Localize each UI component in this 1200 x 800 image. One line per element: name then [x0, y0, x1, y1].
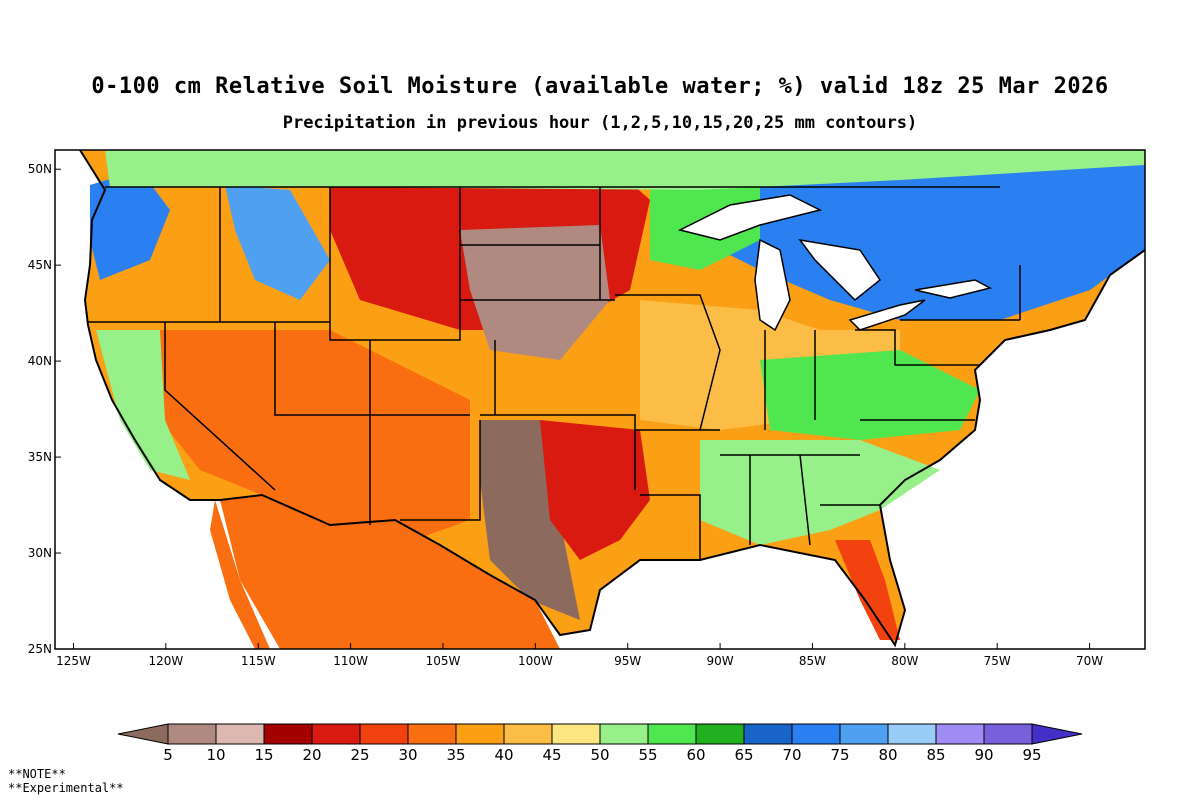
experimental-label: **Experimental** [8, 781, 124, 795]
lon-tick-label: 125W [56, 654, 91, 668]
region-florida [835, 540, 900, 640]
colorbar-label: 35 [446, 746, 465, 764]
region-texas-red [540, 420, 650, 560]
colorbar-label: 60 [686, 746, 705, 764]
colorbar-label: 50 [590, 746, 609, 764]
colorbar-swatch [215, 723, 265, 745]
colorbar-swatch [503, 723, 553, 745]
colorbar-swatch [311, 723, 361, 745]
colorbar-label: 15 [254, 746, 273, 764]
region-southwest [160, 330, 470, 545]
colorbar-swatch [359, 723, 409, 745]
colorbar-label: 25 [350, 746, 369, 764]
latitude-axis: 25N 30N 35N 40N 45N 50N [28, 162, 61, 656]
lake-superior [677, 194, 823, 241]
colorbar-label: 5 [163, 746, 173, 764]
lat-tick-label: 50N [28, 162, 52, 176]
lake-ontario [914, 279, 993, 299]
baja-california [210, 500, 270, 649]
map-area [55, 150, 1145, 649]
colorbar-label: 90 [974, 746, 993, 764]
lon-tick-label: 120W [148, 654, 183, 668]
canada-land [105, 150, 1145, 190]
colorbar-swatch [263, 723, 313, 745]
lat-tick-label: 30N [28, 546, 52, 560]
colorbar-label: 10 [206, 746, 225, 764]
lat-tick-label: 35N [28, 450, 52, 464]
colorbar-swatch [743, 723, 793, 745]
lon-tick-label: 80W [891, 654, 918, 668]
map-frame [54, 149, 1146, 650]
lon-tick-label: 70W [1076, 654, 1103, 668]
colorbar: 5 10 15 20 25 30 35 40 45 50 55 60 65 70 75 80 85 90 95 [117, 723, 1083, 764]
lake-erie [848, 299, 926, 331]
colorbar-label: 20 [302, 746, 321, 764]
colorbar-swatch [695, 723, 745, 745]
colorbar-label: 95 [1022, 746, 1041, 764]
lat-tick-label: 25N [28, 642, 52, 656]
region-pacific-nw [90, 170, 170, 280]
colorbar-swatch [887, 723, 937, 745]
colorbar-swatch [599, 723, 649, 745]
region-california [96, 330, 190, 480]
lon-tick-label: 115W [241, 654, 276, 668]
colorbar-swatch [647, 723, 697, 745]
colorbar-swatch [839, 723, 889, 745]
longitude-axis: 125W 120W 115W 110W 105W 100W 95W 90W 85W 80W 75W 7… [56, 643, 1103, 668]
lon-tick-label: 85W [799, 654, 826, 668]
colorbar-label: 40 [494, 746, 513, 764]
colorbar-label: 85 [926, 746, 945, 764]
colorbar-swatch [167, 723, 217, 745]
colorbar-high-arrow [1031, 723, 1083, 745]
colorbar-swatch [983, 723, 1033, 745]
lon-tick-label: 95W [614, 654, 641, 668]
region-southeast [700, 440, 940, 545]
colorbar-swatch [407, 723, 457, 745]
colorbar-low-arrow [117, 723, 169, 745]
lon-tick-label: 90W [707, 654, 734, 668]
mexico-land [220, 495, 560, 649]
colorbar-label: 30 [398, 746, 417, 764]
lake-michigan [754, 238, 791, 332]
colorbar-swatch [551, 723, 601, 745]
colorbar-label: 45 [542, 746, 561, 764]
colorbar-label: 80 [878, 746, 897, 764]
state-borders [88, 186, 1021, 560]
lon-tick-label: 110W [333, 654, 368, 668]
region-plains-dry [460, 225, 610, 360]
colorbar-swatch [935, 723, 985, 745]
lat-tick-label: 40N [28, 354, 52, 368]
colorbar-swatch [791, 723, 841, 745]
coastline [79, 150, 1145, 648]
colorbar-label: 75 [830, 746, 849, 764]
lon-tick-label: 75W [984, 654, 1011, 668]
region-great-lakes [680, 150, 1145, 320]
colorbar-label: 55 [638, 746, 657, 764]
colorbar-label: 65 [734, 746, 753, 764]
map-subtitle: Precipitation in previous hour (1,2,5,10… [282, 113, 918, 133]
lat-tick-label: 45N [28, 258, 52, 272]
colorbar-label: 70 [782, 746, 801, 764]
region-south-plains-dry [480, 420, 580, 620]
lon-tick-label: 105W [426, 654, 461, 668]
map-title: 0-100 cm Relative Soil Moisture (availab… [91, 74, 1109, 99]
lake-huron [798, 238, 882, 302]
lon-tick-label: 100W [518, 654, 553, 668]
region-idaho-montana [225, 185, 330, 300]
note-label: **NOTE** [8, 767, 66, 781]
colorbar-swatch [455, 723, 505, 745]
